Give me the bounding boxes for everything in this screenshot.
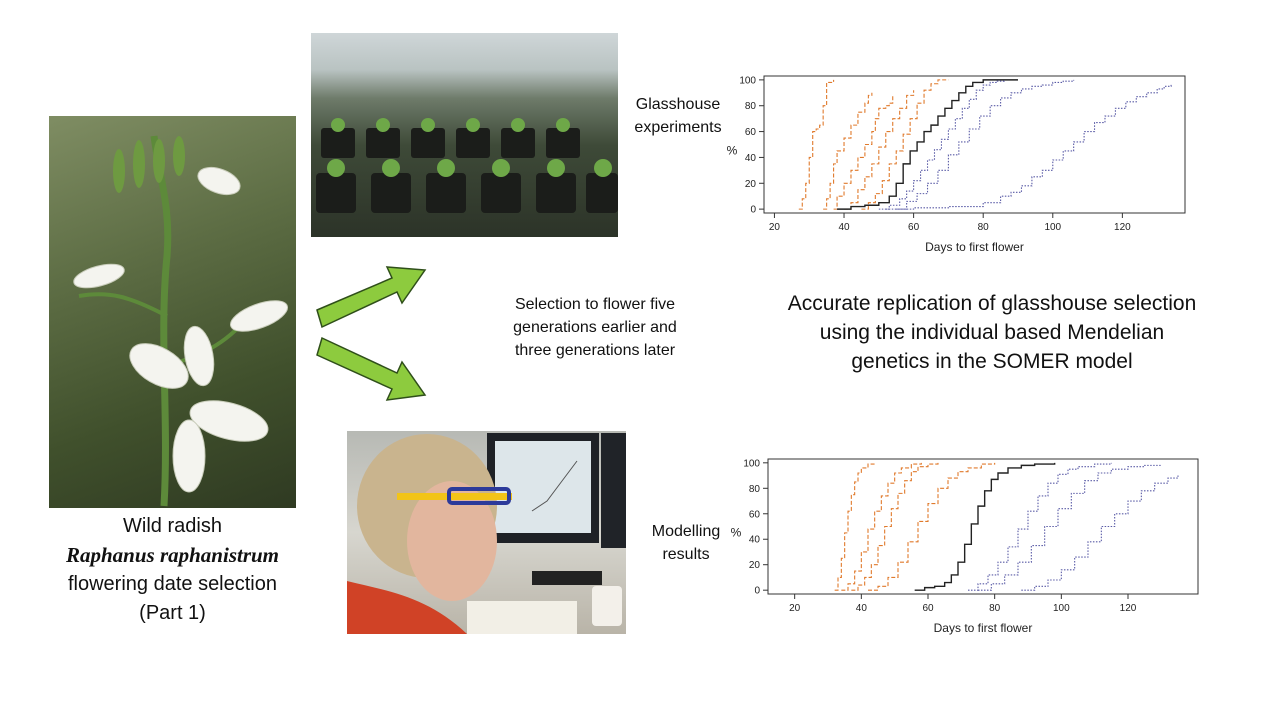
y-tick-label: 100: [739, 75, 756, 86]
modelling-label: Modelling results: [632, 520, 740, 566]
y-tick-label: 0: [754, 586, 760, 597]
series-line: [844, 90, 915, 210]
series-line: [1021, 475, 1179, 591]
glasshouse-label-line-2: experiments: [634, 119, 722, 136]
selection-text-line-1: Selection to flower five: [514, 296, 676, 313]
y-tick-label: 80: [749, 484, 761, 495]
glasshouse-photo: [311, 33, 618, 237]
x-axis-label: Days to first flower: [925, 240, 1024, 254]
x-tick-label: 120: [1114, 222, 1131, 233]
arrow-down-icon: [316, 336, 427, 401]
modelling-chart: 20 40 60 80 100 120 0 20 40 60 80 100 Days to first …: [731, 458, 1199, 635]
x-tick-label: 40: [838, 222, 850, 233]
series-line: [861, 79, 949, 210]
x-tick-label: 100: [1044, 222, 1061, 233]
y-tick-label: 60: [749, 509, 761, 520]
x-tick-label: 60: [922, 603, 934, 614]
series-line: [834, 462, 876, 591]
arrow-up-icon: [316, 266, 427, 329]
series-line: [896, 79, 1075, 210]
accurate-text-line-1: Accurate replication of glasshouse selec…: [787, 292, 1197, 315]
plot-frame: [767, 458, 1199, 595]
y-tick-label: 40: [749, 535, 761, 546]
selection-text: Selection to flower five generations ear…: [480, 293, 710, 362]
modelling-label-line-2: results: [662, 546, 710, 563]
selection-text-line-3: three generations later: [514, 342, 676, 359]
series-line: [878, 79, 1005, 210]
wild-radish-photo: [49, 116, 296, 508]
glasshouse-label: Glasshouse experiments: [622, 93, 734, 139]
accurate-text-line-3: genetics in the SOMER model: [851, 350, 1133, 373]
series-line: [851, 462, 939, 591]
series-line: [798, 79, 835, 210]
arrows: [316, 266, 427, 401]
series-line: [841, 462, 922, 591]
y-tick-label: 20: [745, 179, 757, 190]
y-tick-label: 80: [745, 101, 757, 112]
series-line: [914, 462, 1056, 591]
series-line: [837, 79, 1018, 210]
researcher-illustration: [347, 433, 626, 634]
x-axis-label: Days to first flower: [934, 621, 1033, 635]
glasshouse-pots-illustration: [316, 118, 618, 213]
caption-line-1: Wild radish: [123, 515, 222, 537]
x-tick-label: 80: [978, 222, 990, 233]
glasshouse-chart: 20 40 60 80 100 120 0 20 40 60 80 100 Days to first …: [727, 75, 1186, 254]
plot-frame: [763, 75, 1186, 214]
caption-line-4: (Part 1): [139, 602, 206, 624]
y-axis-label: %: [727, 144, 738, 158]
species-caption: Wild radish Raphanus raphanistrum flower…: [40, 512, 305, 628]
y-tick-label: 20: [749, 560, 761, 571]
x-tick-label: 20: [789, 603, 801, 614]
selection-text-line-2: generations earlier and: [513, 319, 677, 336]
accurate-text-line-2: using the individual based Mendelian: [819, 321, 1165, 344]
modelling-label-line-1: Modelling: [651, 523, 721, 540]
y-tick-label: 60: [745, 127, 757, 138]
series-line: [823, 92, 873, 210]
x-tick-label: 40: [856, 603, 868, 614]
series-line: [978, 464, 1162, 591]
y-tick-label: 100: [743, 458, 760, 469]
x-tick-label: 20: [769, 222, 781, 233]
x-tick-label: 100: [1053, 603, 1070, 614]
x-tick-label: 80: [989, 603, 1001, 614]
caption-line-3: flowering date selection: [67, 573, 277, 595]
researcher-photo: [347, 431, 626, 634]
series-line: [885, 83, 1172, 210]
x-tick-label: 60: [908, 222, 920, 233]
series-line: [833, 95, 894, 210]
x-tick-label: 120: [1120, 603, 1137, 614]
accurate-replication-text: Accurate replication of glasshouse selec…: [752, 289, 1232, 376]
series-line: [968, 462, 1112, 591]
series-line: [868, 462, 996, 591]
y-tick-label: 0: [750, 205, 756, 216]
glasshouse-label-line-1: Glasshouse: [635, 96, 721, 113]
y-tick-label: 40: [745, 153, 757, 164]
wild-radish-illustration: [73, 135, 288, 507]
caption-scientific-name: Raphanus raphanistrum: [65, 543, 280, 567]
y-axis-label: %: [731, 526, 742, 540]
